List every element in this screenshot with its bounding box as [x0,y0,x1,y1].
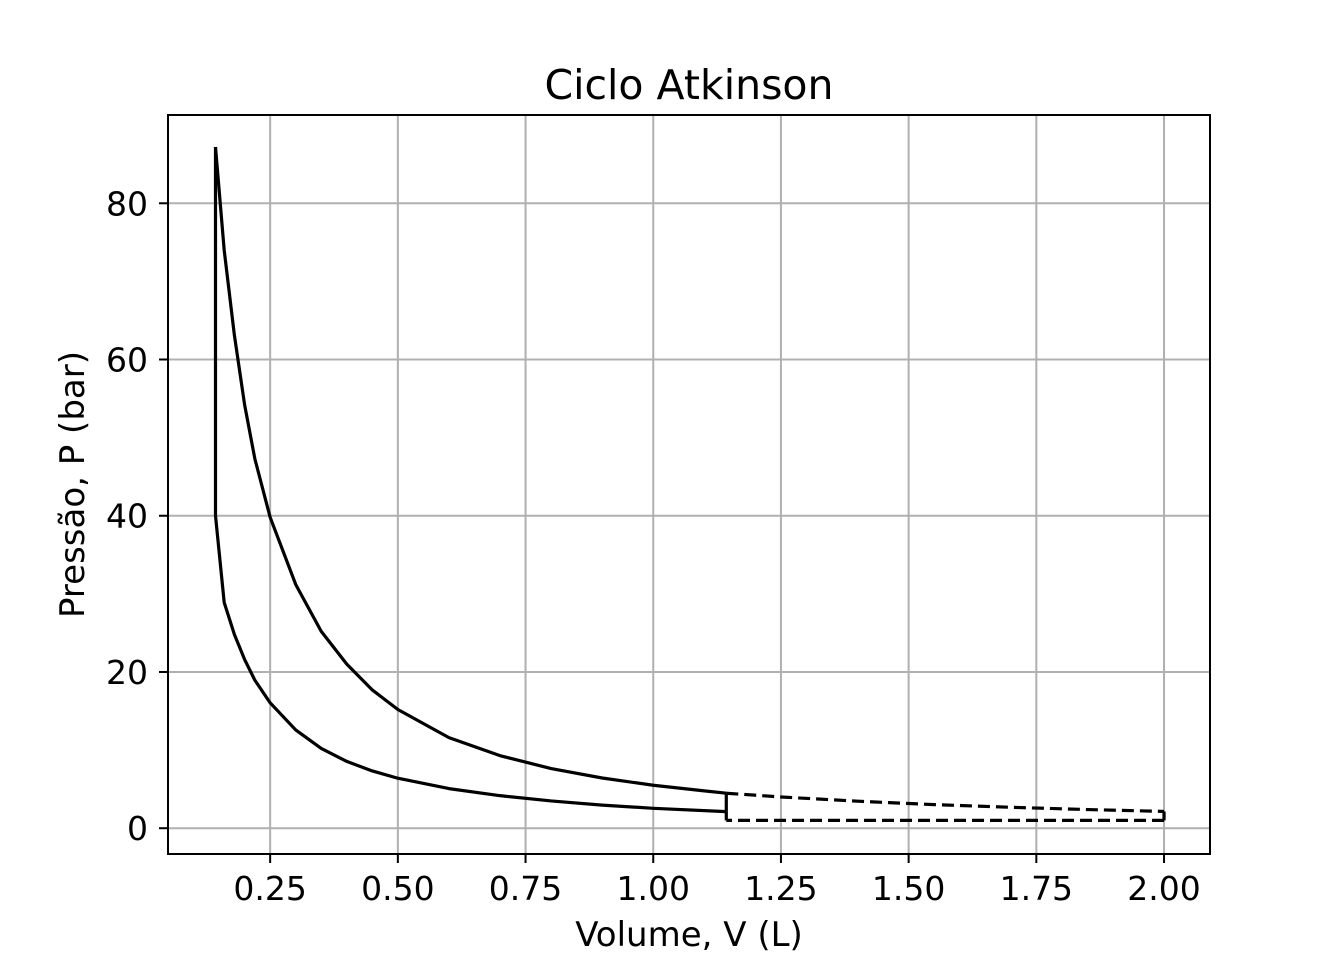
y-tick-label: 60 [106,341,148,380]
x-tick-label: 1.50 [872,869,945,908]
x-tick-label: 0.25 [233,869,306,908]
plot-curves [213,146,1166,823]
series-0-compression-line [213,515,727,814]
y-tick-label: 20 [106,653,148,692]
chart-title: Ciclo Atkinson [544,61,833,109]
x-tick-label: 1.75 [1000,869,1073,908]
x-tick-label: 2.00 [1127,869,1200,908]
series-0-expansion-line [213,146,727,795]
plot-frame [167,114,1211,855]
x-tick-label: 1.00 [617,869,690,908]
x-axis-label: Volume, V (L) [575,915,803,955]
y-axis-label: Pressão, P (bar) [53,351,93,618]
x-tick-label: 1.25 [744,869,817,908]
grid [168,115,1210,854]
y-tick-label: 40 [106,497,148,536]
x-tick-label: 0.50 [361,869,434,908]
y-tick-label: 0 [127,809,148,848]
x-tick-label: 0.75 [489,869,562,908]
ticks: 0.25 0.50 0.75 1.00 1.25 1.50 1.75 2.00 0 20 40 60 8… [106,184,1201,908]
y-tick-label: 80 [106,184,148,223]
series-1-expansion-extension-line [726,791,1165,814]
